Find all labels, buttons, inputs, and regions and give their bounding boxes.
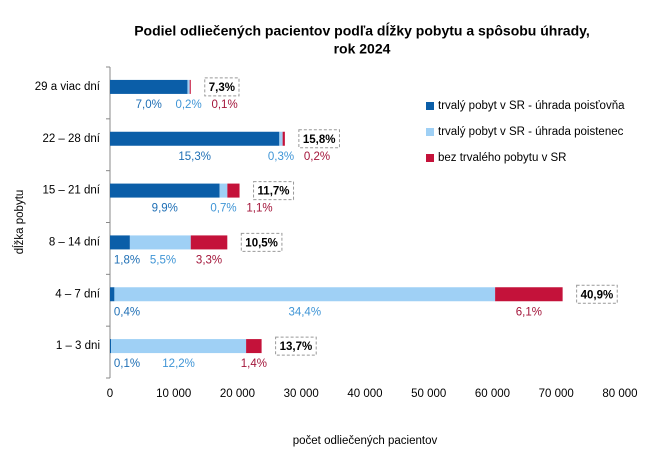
total-label-box: [298, 129, 340, 149]
y-tick-label: 4 – 7 dní: [55, 288, 101, 300]
bar-segment: [227, 183, 240, 198]
data-label: 3,3%: [196, 254, 222, 266]
chart-title: Podiel odliečených pacientov podľa dĺžky…: [134, 22, 590, 39]
bar-segment: [189, 79, 191, 94]
y-tick-label: 22 – 28 dní: [42, 133, 100, 145]
data-label: 0,1%: [114, 358, 140, 370]
legend-swatch: [426, 102, 434, 110]
bar-segment: [279, 131, 283, 146]
chart-title: rok 2024: [334, 41, 391, 57]
bar-segment: [111, 339, 247, 354]
x-tick-label: 50 000: [411, 388, 446, 400]
bar-segment: [110, 131, 280, 146]
total-label-box: [204, 77, 240, 97]
bar-segment: [110, 183, 220, 198]
bar-segment: [246, 339, 262, 354]
y-tick-label: 1 – 3 dni: [56, 340, 100, 352]
bar-segment: [110, 339, 112, 354]
total-label-box: [240, 232, 283, 252]
x-tick-label: 20 000: [220, 388, 255, 400]
x-tick-label: 80 000: [602, 388, 637, 400]
y-tick-label: 29 a viac dní: [35, 81, 101, 93]
bar-segment: [187, 79, 190, 94]
bar-segment: [495, 287, 563, 302]
x-axis-label: počet odliečených pacientov: [293, 435, 438, 447]
total-label: 40,9%: [581, 289, 614, 301]
x-tick-label: 30 000: [284, 388, 319, 400]
y-tick-label: 8 – 14 dní: [49, 236, 101, 248]
total-label-box: [576, 284, 618, 304]
data-label: 0,7%: [210, 203, 236, 215]
data-label: 7,0%: [136, 99, 162, 111]
data-label: 9,9%: [152, 203, 178, 215]
bar-segment: [110, 235, 130, 250]
total-label: 7,3%: [209, 82, 235, 94]
total-label-box: [275, 336, 317, 356]
bar-segment: [219, 183, 228, 198]
x-tick-label: 40 000: [347, 388, 382, 400]
data-label: 1,4%: [241, 358, 267, 370]
bar-segment: [282, 131, 285, 146]
total-label: 10,5%: [245, 237, 278, 249]
data-label: 0,2%: [175, 99, 201, 111]
data-label: 1,1%: [246, 203, 272, 215]
total-label: 11,7%: [258, 186, 290, 198]
bar-segment: [110, 287, 115, 302]
bar-segment: [114, 287, 496, 302]
total-label: 13,7%: [280, 341, 313, 353]
x-tick-label: 0: [107, 388, 113, 400]
legend-swatch: [426, 128, 434, 136]
data-label: 12,2%: [162, 358, 195, 370]
data-label: 5,5%: [150, 254, 176, 266]
total-label-box: [253, 181, 295, 201]
x-tick-label: 60 000: [475, 388, 510, 400]
data-label: 0,4%: [114, 306, 140, 318]
bar-segment: [129, 235, 191, 250]
legend-label: trvalý pobyt v SR - úhrada poistenec: [438, 126, 624, 138]
data-label: 6,1%: [516, 306, 542, 318]
data-label: 0,2%: [304, 151, 330, 163]
legend-label: trvalý pobyt v SR - úhrada poisťovňa: [438, 100, 625, 112]
data-label: 0,3%: [268, 151, 294, 163]
legend-label: bez trvalého pobytu v SR: [438, 152, 567, 164]
data-label: 15,3%: [178, 151, 211, 163]
data-label: 1,8%: [114, 254, 140, 266]
y-tick-label: 15 – 21 dní: [42, 185, 100, 197]
legend-swatch: [426, 154, 434, 162]
x-tick-label: 10 000: [156, 388, 191, 400]
data-label: 0,1%: [211, 99, 237, 111]
total-label: 15,8%: [303, 134, 336, 146]
y-axis-label: dĺžka pobytu: [13, 190, 26, 255]
bar-segment: [190, 235, 228, 250]
x-tick-label: 70 000: [539, 388, 574, 400]
data-label: 34,4%: [288, 306, 321, 318]
bar-segment: [110, 79, 188, 94]
